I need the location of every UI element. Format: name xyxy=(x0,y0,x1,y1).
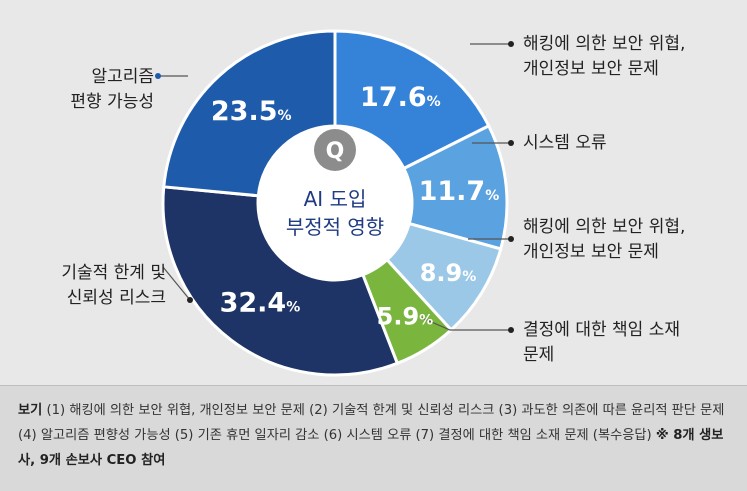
footer-label: 보기 xyxy=(18,403,43,418)
footer-options: (1) 해킹에 의한 보안 위협, 개인정보 보안 문제 (2) 기술적 한계 … xyxy=(18,403,725,443)
question-icon-circle xyxy=(314,129,356,171)
leader-dot xyxy=(508,41,514,47)
footer-divider xyxy=(0,385,747,386)
callout-label: 결정에 대한 책임 소재 문제 xyxy=(523,320,680,365)
donut-hole xyxy=(258,126,412,280)
callout-label: 시스템 오류 xyxy=(523,133,607,153)
center-title-line-1: AI 도입 xyxy=(304,187,367,211)
leader-dot xyxy=(508,236,514,242)
slice-value-label: 17.6% xyxy=(360,82,441,113)
center-title-line-2: 부정적 영향 xyxy=(286,215,384,239)
leader-dot xyxy=(187,297,193,303)
slice-value-label: 11.7% xyxy=(419,176,500,207)
leader-line xyxy=(162,266,191,301)
footer-text: 보기 (1) 해킹에 의한 보안 위협, 개인정보 보안 문제 (2) 기술적 … xyxy=(18,398,733,473)
donut-chart-area: 17.6% 11.7% 8.9% 5.9% 32.4% 23.5% Q AI 도입 부정적… xyxy=(61,29,686,377)
callout-label: 해킹에 의한 보안 위협, 개인정보 보안 문제 xyxy=(523,34,686,79)
callout-label: 알고리즘 편향 가능성 xyxy=(70,67,154,112)
question-icon: Q xyxy=(326,139,345,164)
donut-center: Q AI 도입 부정적 영향 xyxy=(258,126,412,280)
callout-label: 기술적 한계 및 신뢰성 리스크 xyxy=(61,263,166,308)
leader-dot xyxy=(155,73,161,79)
leader-lines xyxy=(155,41,514,333)
slice-value-labels: 17.6% 11.7% 8.9% 5.9% 32.4% 23.5% xyxy=(211,82,499,330)
leader-dot xyxy=(508,140,514,146)
footer-source-note: ※ 8개 생보사, 9개 손보사 CEO 참여 xyxy=(18,428,724,468)
leader-line xyxy=(419,316,511,331)
slice-value-label: 8.9% xyxy=(420,259,477,287)
callout-label: 해킹에 의한 보안 위협, 개인정보 보안 문제 xyxy=(523,217,686,262)
slice-value-label: 5.9% xyxy=(377,303,434,331)
slice-value-label: 23.5% xyxy=(211,96,292,127)
slice-value-label: 32.4% xyxy=(220,287,301,318)
donut-chart: 17.6% 11.7% 8.9% 5.9% 32.4% 23.5% Q AI 도입 부정적… xyxy=(155,29,514,377)
donut-slice xyxy=(333,29,491,171)
footer-note: 보기 (1) 해킹에 의한 보안 위협, 개인정보 보안 문제 (2) 기술적 … xyxy=(0,385,747,491)
leader-dot xyxy=(508,327,514,333)
